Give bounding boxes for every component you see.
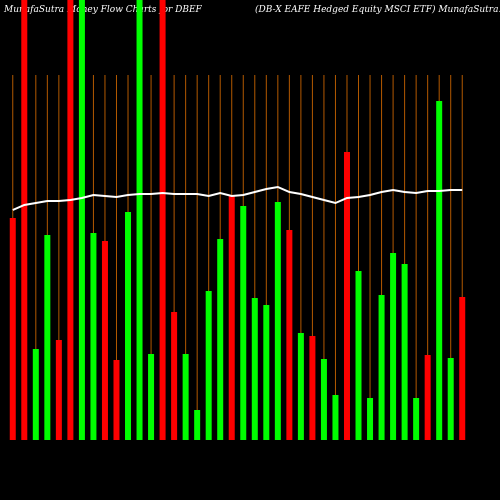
bar [90,233,97,440]
bar [401,264,408,440]
bar [263,305,270,440]
bar [436,101,443,440]
bar [459,297,466,440]
bar [21,0,28,440]
bar [182,354,189,440]
bar [309,336,316,440]
bar [228,195,235,440]
bar [67,0,74,440]
bar [286,230,293,440]
chart-subtitle: (DB-X EAFE Hedged Equity MSCI ETF) Munaf… [255,4,500,15]
bar [378,295,385,440]
bar [205,291,212,440]
bar [44,235,51,440]
bar [297,333,304,440]
bar [55,340,62,440]
bar [217,239,224,440]
bar [240,206,247,440]
bar [332,395,339,440]
bar [9,218,16,440]
bar [113,360,120,440]
bar [355,271,362,440]
bar [251,298,258,440]
bar [274,202,281,440]
bar [101,241,108,440]
bar [424,355,431,440]
bar [390,253,397,440]
bar [367,398,374,440]
bar [136,0,143,440]
bar [413,398,420,440]
bar [343,152,350,440]
bar [78,0,85,440]
bar [32,349,39,440]
bar [447,358,454,440]
bar [148,354,155,440]
bar [320,359,327,440]
money-flow-line [12,185,463,211]
bar [171,312,178,440]
chart-title: MunafaSutra Money Flow Charts for DBEF [3,5,203,15]
bar [125,212,132,440]
bar [194,410,201,440]
bar [159,0,166,440]
